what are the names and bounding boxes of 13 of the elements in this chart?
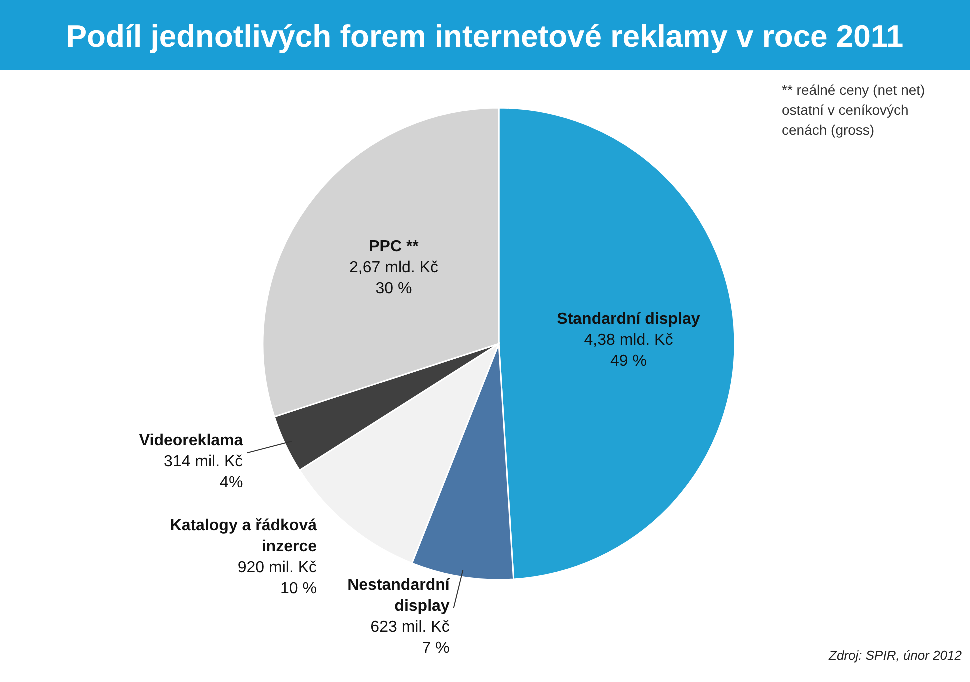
slice-label: PPC ** <box>369 238 420 256</box>
data-label: 4,38 mld. Kč 49 % <box>584 332 674 370</box>
data-label: 623 mil. Kč 7 % <box>370 619 450 658</box>
slice-label: Nestandardní display <box>348 577 450 616</box>
data-label: 314 mil. Kč 4% <box>164 454 244 492</box>
data-label: 2,67 mld. Kč 30 % <box>350 260 438 298</box>
slice-label: Katalogy a řádková inzerce <box>170 517 318 556</box>
text: Zdroj: SPIR, únor 2012 <box>828 648 963 663</box>
data-label: 920 mil. Kč 10 % <box>238 559 317 598</box>
slice-label: Videoreklama <box>139 432 244 450</box>
text: ** reálné ceny (net net) ostatní v ceníkových cenách (gross) <box>782 82 926 138</box>
slice-label: Standardní display <box>557 310 700 328</box>
chart-title: Podíl jednotlivých forem internetové reklamy v roce 2011 <box>66 19 904 54</box>
